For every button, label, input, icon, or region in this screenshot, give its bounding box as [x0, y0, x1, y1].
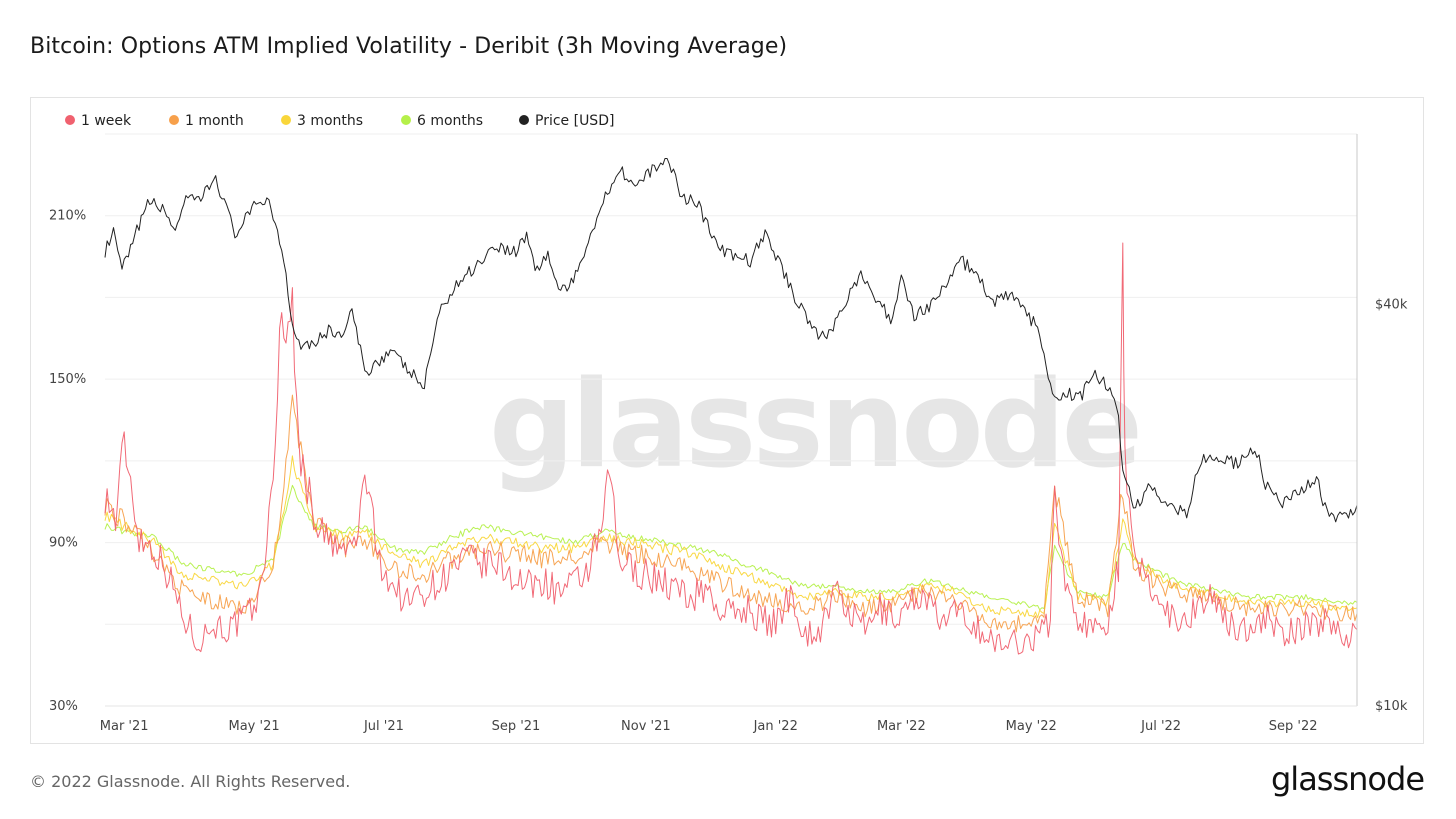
- legend-swatch: [65, 115, 75, 125]
- legend-item: 6 months: [417, 113, 483, 129]
- axis-layer: 30% 90% 150% 210% $10k $40k Mar '21 May '21 Jul …: [49, 134, 1408, 734]
- x-tick-label: Mar '22: [877, 719, 926, 734]
- chart-watermark: glassnode: [489, 356, 1139, 495]
- legend-item: 1 week: [81, 113, 132, 129]
- y-left-tick-label: 150%: [49, 372, 86, 387]
- series-layer: [104, 158, 1358, 655]
- x-tick-label: May '21: [228, 719, 279, 734]
- grid-layer: [105, 133, 1357, 707]
- footer-copyright: © 2022 Glassnode. All Rights Reserved.: [30, 772, 351, 791]
- x-tick-label: May '22: [1006, 719, 1057, 734]
- y-left-tick-label: 90%: [49, 536, 78, 551]
- legend: 1 week 1 month 3 months 6 months Price [USD]: [65, 113, 614, 129]
- chart-frame: glassnode 30% 90% 150% 210% $10k $40k Mar '21 M…: [30, 97, 1424, 744]
- x-tick-label: Mar '21: [100, 719, 149, 734]
- series-line: [104, 394, 1358, 633]
- legend-swatch: [519, 115, 529, 125]
- y-left-tick-label: 210%: [49, 209, 86, 224]
- x-tick-label: Sep '22: [1269, 719, 1318, 734]
- x-tick-label: Nov '21: [621, 719, 671, 734]
- legend-swatch: [169, 115, 179, 125]
- chart-svg: glassnode 30% 90% 150% 210% $10k $40k Mar '21 M…: [49, 113, 1408, 734]
- legend-swatch: [281, 115, 291, 125]
- x-tick-label: Jul '22: [1140, 719, 1181, 734]
- y-right-tick-label: $40k: [1375, 297, 1408, 312]
- page-title: Bitcoin: Options ATM Implied Volatility …: [30, 34, 788, 59]
- x-tick-label: Jan '22: [753, 719, 798, 734]
- series-line: [104, 158, 1358, 523]
- y-right-tick-label: $10k: [1375, 699, 1408, 714]
- legend-swatch: [401, 115, 411, 125]
- legend-item: Price [USD]: [535, 113, 614, 129]
- x-tick-label: Jul '21: [363, 719, 404, 734]
- legend-item: 3 months: [297, 113, 363, 129]
- footer-logo: glassnode: [1270, 760, 1425, 798]
- series-line: [104, 242, 1358, 655]
- legend-item: 1 month: [185, 113, 244, 129]
- x-tick-label: Sep '21: [492, 719, 541, 734]
- y-left-tick-label: 30%: [49, 699, 78, 714]
